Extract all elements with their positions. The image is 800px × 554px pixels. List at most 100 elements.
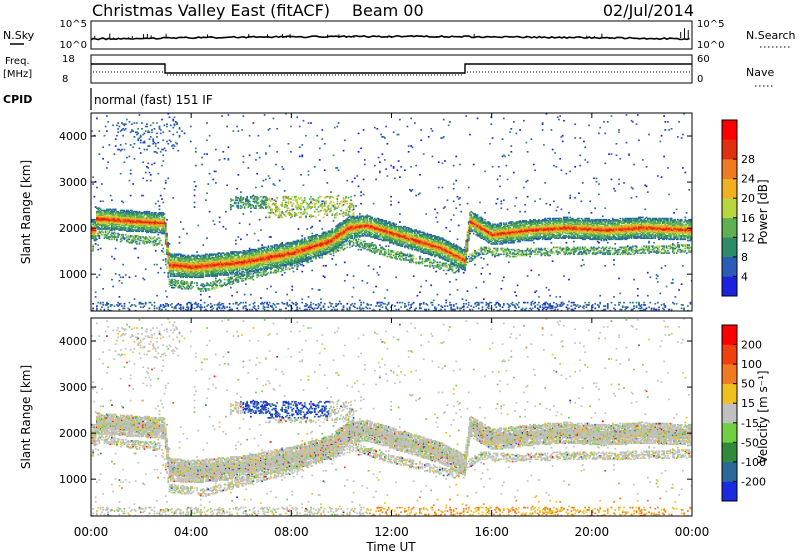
heatmap-cell-1432 (129, 305, 132, 307)
heatmap-cell-5976 (242, 198, 245, 200)
heatmap-cell-2534 (157, 237, 160, 239)
heatmap-cell-5298 (227, 260, 230, 262)
heatmap-cell-9064 (312, 253, 315, 256)
heatmap-cell-1542 (132, 238, 135, 241)
heatmap-cell-8594 (301, 243, 304, 245)
heatmap-cell-4060 (194, 258, 197, 260)
heatmap-cell-2836 (164, 240, 167, 243)
heatmap-cell-332 (99, 220, 102, 222)
heatmap-cell-6114 (246, 263, 249, 266)
heatmap-cell-9252 (317, 305, 320, 307)
heatmap-cell-3562 (182, 282, 185, 284)
heatmap-cell-124 (94, 291, 97, 294)
heatmap-cell-8310 (295, 198, 297, 200)
heatmap-cell-8308 (295, 199, 297, 201)
heatmap-cell-646 (108, 222, 111, 225)
heatmap-cell-6906 (263, 259, 266, 261)
heatmap-cell-5586 (234, 301, 237, 304)
heatmap-cell-5200 (224, 266, 227, 268)
heatmap-cell-6874 (262, 195, 265, 198)
heatmap-cell-6496 (255, 266, 257, 268)
heatmap-cell-408 (102, 223, 105, 226)
heatmap-cell-2972 (167, 243, 170, 245)
heatmap-cell-1342 (127, 229, 130, 231)
heatmap-cell-4030 (194, 276, 197, 279)
heatmap-cell-6042 (245, 278, 247, 281)
heatmap-cell-4278 (201, 271, 203, 274)
heatmap-cell-1942 (142, 225, 145, 228)
heatmap-cell-7926 (287, 267, 290, 269)
heatmap-cell-630 (108, 309, 111, 311)
heatmap-cell-1276 (124, 215, 127, 218)
heatmap-cell-5248 (226, 260, 228, 262)
heatmap-cell-8692 (303, 249, 306, 252)
heatmap-cell-4958 (218, 301, 221, 304)
heatmap-cell-6262 (248, 202, 251, 205)
heatmap-cell-9454 (321, 206, 324, 208)
heatmap-cell-3932 (191, 260, 193, 262)
heatmap-cell-2632 (159, 304, 162, 306)
heatmap-cell-3544 (181, 255, 183, 258)
heatmap-cell-3358 (177, 270, 180, 273)
heatmap-cell-9656 (326, 239, 329, 242)
heatmap-cell-1668 (134, 220, 137, 222)
heatmap-cell-8450 (298, 256, 301, 259)
heatmap-cell-5914 (241, 199, 244, 201)
heatmap-cell-1794 (138, 228, 141, 230)
heatmap-cell-4972 (218, 268, 221, 271)
heatmap-cell-2872 (164, 179, 167, 182)
heatmap-cell-9104 (313, 255, 316, 258)
heatmap-cell-3414 (178, 266, 181, 268)
heatmap-cell-6350 (251, 258, 254, 260)
heatmap-cell-7822 (285, 259, 287, 261)
heatmap-cell-3408 (178, 269, 181, 272)
heatmap-cell-4266 (201, 284, 203, 287)
nsky-series (90, 34, 690, 41)
heatmap-cell-9776 (328, 197, 331, 199)
heatmap-cell-396 (102, 304, 105, 306)
heatmap-cell-8760 (305, 246, 307, 249)
heatmap-cell-8404 (297, 253, 300, 256)
heatmap-cell-1778 (138, 302, 141, 305)
heatmap-cell-7698 (281, 202, 284, 205)
heatmap-cell-3040 (169, 279, 172, 282)
heatmap-cell-6780 (261, 256, 264, 259)
heatmap-cell-5352 (228, 266, 231, 268)
heatmap-cell-898 (114, 208, 117, 211)
heatmap-cell-4050 (194, 263, 197, 266)
heatmap-cell-6992 (265, 178, 267, 181)
heatmap-cell-820 (113, 233, 116, 236)
heatmap-cell-4464 (206, 282, 208, 284)
heatmap-cell-6980 (265, 206, 267, 208)
heatmap-cell-4576 (208, 268, 211, 271)
heatmap-cell-8176 (292, 254, 295, 257)
heatmap-cell-7492 (277, 302, 280, 305)
heatmap-cell-6034 (245, 307, 247, 310)
heatmap-cell-8120 (291, 255, 294, 258)
heatmap-cell-4962 (218, 282, 221, 284)
heatmap-cell-6858 (262, 247, 265, 250)
heatmap-cell-6816 (262, 302, 265, 305)
heatmap-cell-2176 (148, 307, 151, 310)
heatmap-cell-6742 (260, 247, 262, 250)
heatmap-cell-3394 (178, 286, 181, 289)
heatmap-cell-8940 (310, 304, 312, 306)
heatmap-cell-6438 (253, 270, 256, 273)
heatmap-cell-2766 (162, 139, 165, 142)
heatmap-cell-6444 (253, 266, 256, 268)
heatmap-cell-590 (107, 236, 110, 238)
heatmap-cell-2278 (151, 304, 153, 306)
heatmap-cell-6064 (245, 259, 247, 261)
heatmap-cell-7982 (287, 142, 290, 145)
heatmap-cell-2698 (161, 216, 163, 219)
heatmap-cell-5264 (226, 125, 228, 128)
heatmap-cell-5392 (229, 267, 232, 269)
heatmap-cell-76 (92, 220, 95, 222)
heatmap-cell-2602 (158, 221, 161, 223)
heatmap-cell-4094 (196, 268, 198, 271)
heatmap-cell-1022 (118, 218, 121, 221)
heatmap-cell-2012 (143, 214, 146, 216)
heatmap-cell-7274 (272, 266, 275, 268)
heatmap-cell-2906 (166, 239, 168, 242)
heatmap-cell-5888 (241, 264, 244, 267)
